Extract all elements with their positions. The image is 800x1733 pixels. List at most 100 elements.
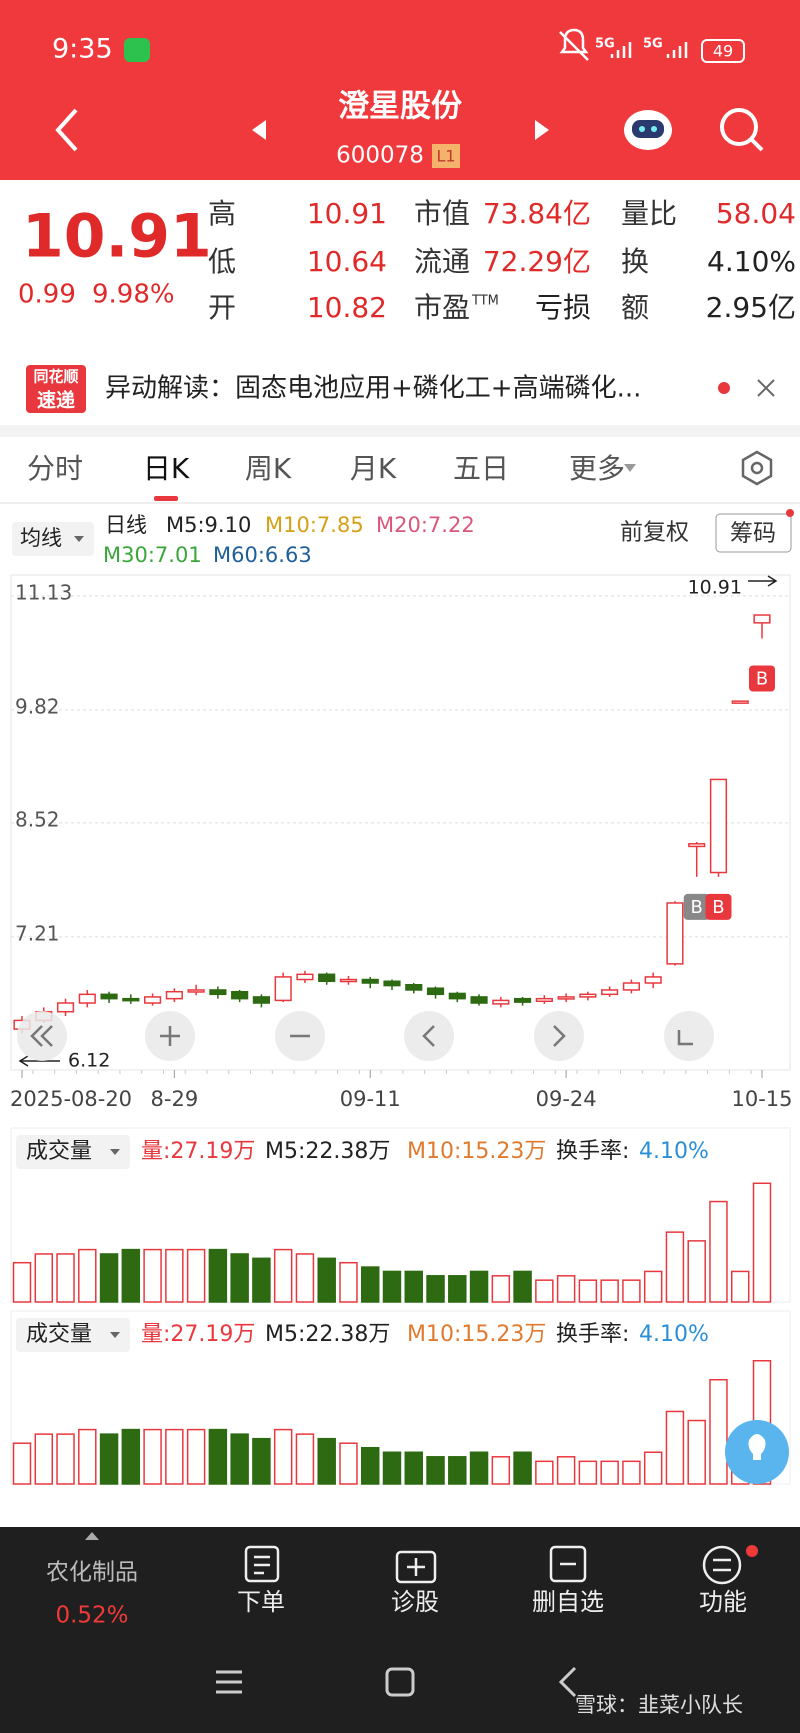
nav-item[interactable]: 下单 — [237, 1588, 285, 1616]
volume-bar — [165, 1248, 184, 1303]
search[interactable] — [720, 108, 764, 152]
candle-body — [666, 902, 684, 965]
stock-name: 澄星股份 — [338, 89, 462, 125]
volume-bar — [208, 1248, 228, 1303]
volume-bar — [578, 1279, 598, 1303]
price: 10.91 — [22, 202, 212, 272]
fullscreen[interactable] — [664, 1011, 714, 1061]
time: 9:35 — [52, 34, 113, 65]
prev-stock[interactable] — [252, 120, 266, 140]
nav-item[interactable]: 诊股 — [391, 1588, 439, 1616]
volume-legend: M5:22.38万 — [265, 1322, 390, 1347]
y-tick-label: 8.52 — [15, 807, 60, 831]
chips-dot — [786, 509, 794, 517]
y-tick-label: 9.82 — [15, 694, 60, 718]
volume-bar — [165, 1428, 184, 1485]
ma-selector-bg[interactable] — [12, 522, 94, 556]
nav-item[interactable]: 删自选 — [532, 1588, 604, 1616]
dropdown — [74, 536, 84, 542]
candle-body — [579, 993, 597, 998]
field-value: 58.04 — [716, 197, 796, 230]
volume-bar — [513, 1451, 532, 1485]
volume-bar — [556, 1275, 576, 1303]
volume-legend: M5:22.38万 — [265, 1139, 390, 1164]
candle-body — [165, 990, 183, 1000]
volume-bar — [665, 1231, 685, 1303]
pan-right[interactable] — [534, 1011, 584, 1061]
field-value: 72.29亿 — [483, 245, 591, 278]
news-dot — [718, 382, 730, 394]
low-arrow — [18, 1055, 60, 1067]
volume-bar — [186, 1428, 206, 1485]
field-value: 10.82 — [307, 291, 387, 324]
candle-body — [318, 973, 336, 983]
chips-btn[interactable] — [715, 513, 792, 553]
volume-bar — [426, 1456, 445, 1485]
volume-bar — [469, 1270, 489, 1303]
back[interactable] — [55, 108, 78, 152]
buy-marker: B — [691, 897, 703, 918]
settings[interactable] — [741, 450, 773, 486]
tab[interactable]: 月K — [350, 452, 397, 485]
volume-legend: 量:27.19万 — [141, 1139, 255, 1164]
volume-legend: M10:15.23万 — [407, 1322, 546, 1347]
news-close[interactable] — [757, 379, 775, 397]
robot[interactable] — [624, 110, 672, 150]
candle-body — [731, 700, 749, 704]
high-label: 10.91 — [688, 577, 742, 599]
volume-bar — [317, 1257, 336, 1303]
sector[interactable]: 农化制品 — [46, 1560, 138, 1586]
chips[interactable]: 筹码 — [730, 521, 776, 547]
bottom-nav: 下单 诊股 删自选 功能 — [237, 1588, 747, 1616]
volume-bar — [600, 1460, 619, 1485]
news-text[interactable]: 异动解读：固态电池应用+磷化工+高端磷化... — [105, 374, 641, 404]
sector-arrow — [85, 1532, 99, 1540]
candle-body — [339, 978, 358, 983]
change-pct: 9.98% — [92, 280, 175, 310]
buy-marker-bg — [749, 665, 775, 692]
adjust[interactable]: 前复权 — [620, 520, 689, 546]
x-tick-label: 8-29 — [151, 1087, 199, 1111]
pan-left[interactable] — [404, 1011, 454, 1061]
volume-bar — [578, 1460, 598, 1485]
ma-legend: M5:9.10 M10:7.85 M20:7.22 M30:7.01 M60:6.63 — [103, 513, 475, 567]
volume-bar — [186, 1248, 206, 1303]
volume-bar — [491, 1456, 511, 1485]
kline: 11.13 9.82 8.52 7.21 2025-08-20 8-29 09-11 09-2… — [10, 575, 793, 1111]
volume-bar — [709, 1378, 728, 1485]
candle-body — [557, 996, 575, 1000]
candle-body — [187, 989, 205, 993]
field-label: 低 — [208, 245, 236, 278]
tab[interactable]: 日K — [143, 452, 190, 485]
volume-bar — [665, 1410, 685, 1485]
candle-body — [426, 987, 445, 996]
level-tag: L1 — [436, 147, 455, 166]
buy-marker: B — [712, 897, 724, 918]
tab[interactable]: 分时 — [27, 452, 83, 485]
next-stock[interactable] — [535, 120, 549, 140]
ma-item: M20:7.22 — [376, 513, 475, 537]
volume-bar — [99, 1433, 119, 1485]
nav-item[interactable]: 功能 — [699, 1588, 747, 1616]
y-tick-label: 11.13 — [15, 580, 72, 604]
tab-indicator — [154, 496, 178, 501]
volume-bar — [535, 1279, 554, 1303]
volume-bar — [208, 1428, 228, 1485]
dropdown — [110, 1149, 120, 1155]
dropdown — [110, 1332, 120, 1338]
volume-bar — [382, 1270, 402, 1303]
volume-bar — [99, 1253, 119, 1303]
ma-selector[interactable]: 均线 — [20, 526, 62, 550]
tab[interactable]: 更多 — [569, 452, 625, 485]
volume-selector-bg[interactable] — [16, 1135, 130, 1169]
tab[interactable]: 五日 — [453, 452, 509, 485]
control-icons — [30, 1025, 693, 1047]
field-value: 10.64 — [307, 245, 387, 278]
candle-body — [383, 980, 401, 987]
tab[interactable]: 周K — [245, 452, 292, 485]
volume-selector-bg[interactable] — [16, 1318, 130, 1352]
candle-body — [274, 976, 292, 1002]
field-label: 量比 — [621, 197, 677, 230]
volume-bar — [12, 1261, 32, 1303]
